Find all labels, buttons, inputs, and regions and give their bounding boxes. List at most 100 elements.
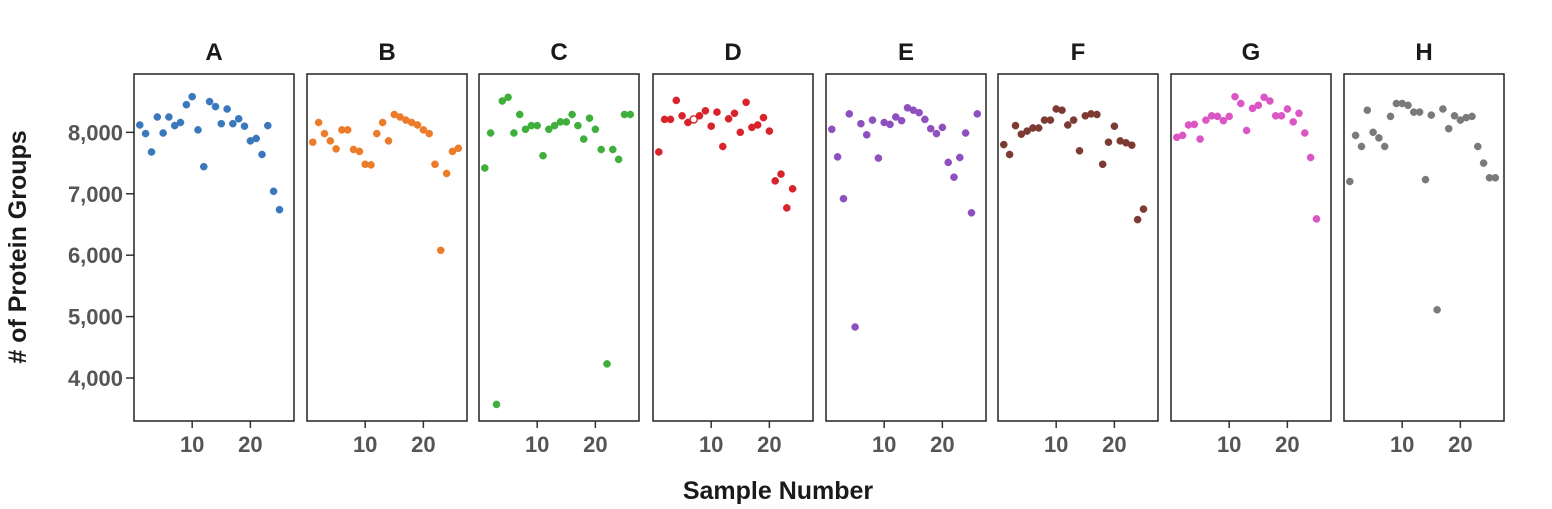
data-point <box>857 119 865 128</box>
data-point <box>367 161 375 169</box>
data-point <box>678 112 686 120</box>
data-point <box>742 98 750 107</box>
data-point <box>240 122 249 130</box>
data-point <box>182 100 191 109</box>
data-point <box>448 147 457 156</box>
data-point <box>263 121 272 130</box>
panel-title: F <box>1071 39 1086 66</box>
data-point <box>1260 93 1268 102</box>
data-point <box>944 158 953 167</box>
data-point <box>1468 112 1476 121</box>
data-point <box>591 125 600 134</box>
data-point <box>597 145 606 154</box>
data-point <box>1219 116 1228 125</box>
data-point <box>1202 116 1210 124</box>
data-point <box>223 105 231 113</box>
data-point <box>1421 175 1430 184</box>
data-point <box>839 194 848 203</box>
data-point <box>252 134 261 143</box>
data-point <box>486 129 495 137</box>
data-point <box>1289 118 1297 126</box>
data-point <box>343 126 352 134</box>
data-point <box>135 121 144 129</box>
data-point <box>545 125 553 134</box>
x-tick-label: 10 <box>525 432 549 457</box>
data-point <box>308 138 317 146</box>
x-tick-label: 20 <box>238 432 262 457</box>
data-point <box>205 97 214 106</box>
panel-frame <box>997 73 1159 422</box>
data-point <box>1190 120 1199 129</box>
y-tick-label: 5,000 <box>68 305 123 330</box>
data-point <box>1277 112 1286 120</box>
data-point <box>269 187 278 196</box>
data-point <box>153 113 162 121</box>
data-point <box>199 162 208 171</box>
data-point <box>1363 106 1372 114</box>
data-point <box>355 147 364 156</box>
data-point <box>1213 112 1222 121</box>
y-tick-label: 7,000 <box>68 182 123 207</box>
data-point <box>1011 121 1020 130</box>
data-point <box>695 112 704 120</box>
data-point <box>1444 124 1453 133</box>
data-point <box>1178 131 1187 140</box>
data-point <box>701 107 710 115</box>
data-point <box>765 127 774 135</box>
panel-frame <box>306 73 468 422</box>
y-axis: 4,000 5,000 6,000 7,000 8,000 <box>68 120 134 391</box>
data-point <box>1351 131 1360 140</box>
data-point <box>926 124 935 133</box>
data-point <box>498 97 507 105</box>
data-point <box>783 204 791 212</box>
x-axis-title: Sample Number <box>683 477 874 505</box>
data-point <box>626 110 635 119</box>
data-point <box>521 125 530 134</box>
data-point <box>194 126 202 134</box>
data-point <box>753 121 762 129</box>
x-tick-label: 10 <box>1390 432 1414 457</box>
data-point <box>1196 135 1204 143</box>
data-point <box>1139 205 1148 213</box>
panel-title: H <box>1415 39 1432 66</box>
data-point <box>1283 105 1292 113</box>
data-point <box>892 113 900 121</box>
data-point <box>454 144 463 153</box>
panel-title: C <box>550 39 567 66</box>
data-point <box>897 116 906 125</box>
x-tick-label: 20 <box>1448 432 1472 457</box>
data-point <box>932 129 941 138</box>
data-point <box>1491 173 1500 182</box>
data-point <box>165 113 173 121</box>
data-point <box>1075 146 1084 155</box>
x-tick-label: 10 <box>1217 432 1241 457</box>
data-point <box>419 126 428 134</box>
data-point <box>442 169 451 178</box>
data-point <box>967 208 976 217</box>
data-point <box>574 121 582 130</box>
data-point <box>1386 112 1395 121</box>
panels: A 10 20 B 10 20 C 10 20 D 10 20 E 10 20 F 10 20 G 10 20 H 10 20 <box>133 39 1505 457</box>
data-point <box>672 96 681 105</box>
data-point <box>515 110 524 119</box>
data-point <box>1301 129 1309 137</box>
data-point <box>788 184 797 193</box>
data-point <box>1427 111 1436 119</box>
data-point <box>961 129 970 137</box>
data-point <box>1225 112 1233 121</box>
panel-a: A 10 20 <box>133 39 295 457</box>
data-point <box>1369 128 1377 137</box>
data-point <box>609 145 617 154</box>
data-point <box>707 122 716 130</box>
data-point <box>921 115 929 124</box>
data-point <box>176 118 185 127</box>
panel-frame <box>825 73 987 422</box>
data-point <box>973 110 982 118</box>
x-tick-label: 10 <box>699 432 723 457</box>
data-point <box>378 118 387 127</box>
x-tick-label: 10 <box>1044 432 1068 457</box>
data-point <box>603 360 611 368</box>
data-point <box>480 164 489 172</box>
data-point <box>1128 141 1136 149</box>
y-tick-label: 8,000 <box>68 120 123 145</box>
